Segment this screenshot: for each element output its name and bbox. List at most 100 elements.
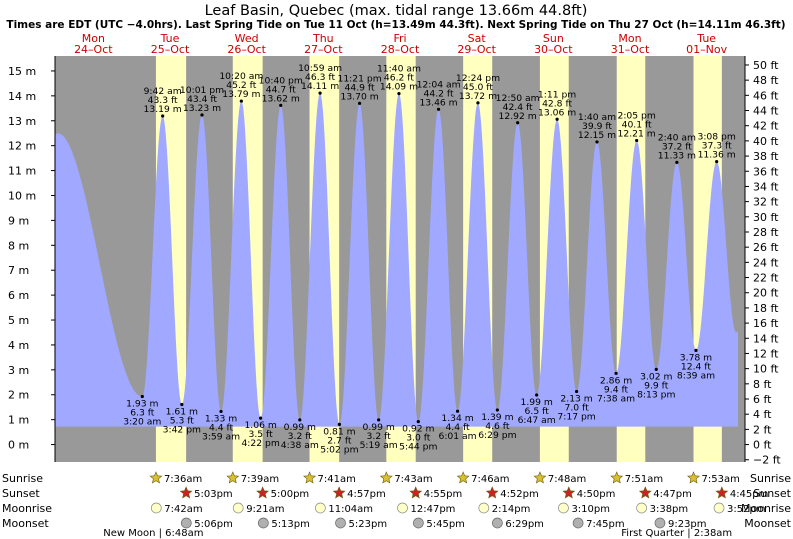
- moonrise-row-label-right: Moonrise: [741, 502, 791, 515]
- tide-height-m-label: 14.11 m: [301, 81, 339, 92]
- day-date-label: 01–Nov: [686, 43, 727, 56]
- tide-height-m-label: 0.99 m: [362, 422, 394, 433]
- tide-time-label: 10:01 pm: [180, 85, 224, 96]
- sunrise-time: 7:41am: [318, 474, 356, 485]
- sunrise-star-icon: [149, 471, 163, 484]
- tide-height-ft-label: 3.0 ft: [406, 433, 431, 444]
- right-axis-tick-label: 12 ft: [753, 347, 779, 360]
- tide-height-ft-label: 43.4 ft: [187, 94, 217, 105]
- moonrise-icon: [397, 502, 408, 514]
- tide-time-label: 8:39 am: [677, 370, 715, 381]
- moonset-icon: [492, 517, 503, 529]
- tide-height-ft-label: 9.4 ft: [604, 384, 629, 395]
- tide-extreme-point: [161, 114, 165, 118]
- left-axis-tick-label: 15 m: [8, 65, 36, 78]
- sunset-time: 4:47pm: [653, 489, 692, 500]
- tide-height-m-label: 1.93 m: [126, 398, 158, 409]
- sunset-time: 5:00pm: [271, 489, 310, 500]
- tide-extreme-point: [318, 91, 322, 95]
- tide-height-ft-label: 44.7 ft: [266, 84, 296, 95]
- moonrise-icon: [636, 502, 647, 514]
- tide-height-m-label: 11.33 m: [658, 150, 696, 161]
- tide-time-label: 12:04 am: [417, 79, 461, 90]
- sunset-star-icon: [256, 486, 270, 499]
- tide-height-ft-label: 37.2 ft: [662, 141, 692, 152]
- tide-time-label: 10:40 pm: [259, 75, 303, 86]
- tide-extreme-point: [436, 107, 441, 111]
- day-date-label: 26–Oct: [227, 43, 266, 56]
- tide-height-m-label: 1.39 m: [481, 412, 513, 423]
- right-axis-tick-label: 4 ft: [753, 408, 772, 421]
- tide-height-ft-label: 5.3 ft: [170, 415, 195, 426]
- sunrise-row-label-right: Sunrise: [750, 472, 791, 485]
- day-date-label: 30–Oct: [534, 43, 573, 56]
- day-name-label: Sun: [543, 32, 564, 45]
- tide-extreme-point: [200, 113, 204, 117]
- tide-extreme-point: [219, 409, 223, 414]
- tide-time-label: 2:05 pm: [617, 110, 655, 121]
- tide-height-m-label: 1.33 m: [205, 413, 237, 424]
- left-axis-tick-label: 1 m: [8, 414, 29, 427]
- tide-time-label: 1:11 pm: [538, 89, 576, 100]
- sunrise-time: 7:39am: [241, 474, 279, 485]
- right-axis-tick-label: 40 ft: [753, 135, 779, 148]
- tide-height-m-label: 13.06 m: [538, 107, 576, 118]
- day-headers: Mon24–OctTue25–OctWed26–OctThu27–OctFri2…: [74, 32, 728, 56]
- tide-height-ft-label: 7.0 ft: [564, 403, 589, 414]
- right-axis-tick-label: −2 ft: [753, 454, 781, 467]
- tide-height-ft-label: 44.9 ft: [345, 82, 375, 93]
- right-axis-tick-label: 16 ft: [753, 317, 779, 330]
- left-axis-tick-label: 10 m: [8, 189, 36, 202]
- tide-extreme-point: [455, 409, 460, 413]
- tide-height-ft-label: 12.4 ft: [681, 361, 711, 372]
- tide-height-m-label: 12.21 m: [618, 128, 656, 139]
- right-axis-tick-label: 36 ft: [753, 165, 779, 178]
- moonrise-time: 3:52pm: [727, 504, 766, 515]
- left-axis-tick-label: 14 m: [8, 90, 36, 103]
- tide-time-label: 7:38 am: [597, 393, 635, 404]
- moonset-time: 9:23pm: [668, 519, 707, 530]
- tide-extreme-point: [595, 140, 599, 144]
- tide-extreme-point: [259, 416, 263, 420]
- moonset-icon: [413, 517, 424, 529]
- tide-height-ft-label: 40.1 ft: [622, 119, 652, 130]
- moonrise-icon: [558, 502, 569, 514]
- left-axis-tick-label: 11 m: [8, 165, 36, 178]
- tide-extreme-point: [397, 92, 401, 96]
- right-axis-tick-label: 28 ft: [753, 226, 779, 239]
- tide-height-m-label: 3.02 m: [640, 371, 672, 382]
- sunset-star-icon: [409, 486, 423, 499]
- sunrise-time: 7:46am: [471, 474, 509, 485]
- moonset-time: 5:45pm: [426, 519, 465, 530]
- right-axis-tick-label: 38 ft: [753, 150, 779, 163]
- moonset-icon: [572, 517, 584, 529]
- right-axis-tick-label: 2 ft: [753, 423, 772, 436]
- tide-time-label: 12:24 pm: [456, 73, 500, 84]
- left-axis-tick-label: 3 m: [8, 364, 29, 377]
- tide-height-m-label: 13.62 m: [262, 93, 300, 104]
- right-axis-tick-label: 20 ft: [753, 287, 779, 300]
- moonrise-time: 11:04am: [328, 504, 373, 515]
- tide-height-m-label: 13.70 m: [340, 91, 378, 102]
- right-axis-tick-label: 14 ft: [753, 332, 779, 345]
- tide-time-label: 5:19 am: [360, 440, 398, 451]
- tide-height-ft-label: 4.6 ft: [485, 421, 510, 432]
- tide-height-m-label: 12.15 m: [578, 130, 616, 141]
- tide-height-m-label: 13.46 m: [419, 97, 457, 108]
- tide-height-ft-label: 37.3 ft: [702, 141, 732, 152]
- day-date-label: 25–Oct: [151, 43, 190, 56]
- tide-time-label: 5:02 pm: [320, 444, 358, 455]
- left-axis-tick-label: 0 m: [8, 439, 29, 452]
- moonrise-icon: [150, 502, 162, 514]
- astronomy-table: Sunrise Sunset Moonrise Moonset Sunrise …: [2, 471, 792, 539]
- tide-height-ft-label: 42.8 ft: [542, 98, 572, 109]
- moonset-icon: [654, 517, 666, 529]
- day-name-label: Fri: [393, 32, 406, 45]
- sunset-time: 4:57pm: [347, 489, 386, 500]
- tide-extreme-point: [298, 418, 302, 422]
- right-axis-tick-label: 24 ft: [753, 256, 779, 269]
- tide-height-m-label: 0.99 m: [284, 422, 316, 433]
- chart-subtitle: Times are EDT (UTC −4.0hrs). Last Spring…: [6, 19, 785, 31]
- day-name-label: Sat: [468, 32, 487, 45]
